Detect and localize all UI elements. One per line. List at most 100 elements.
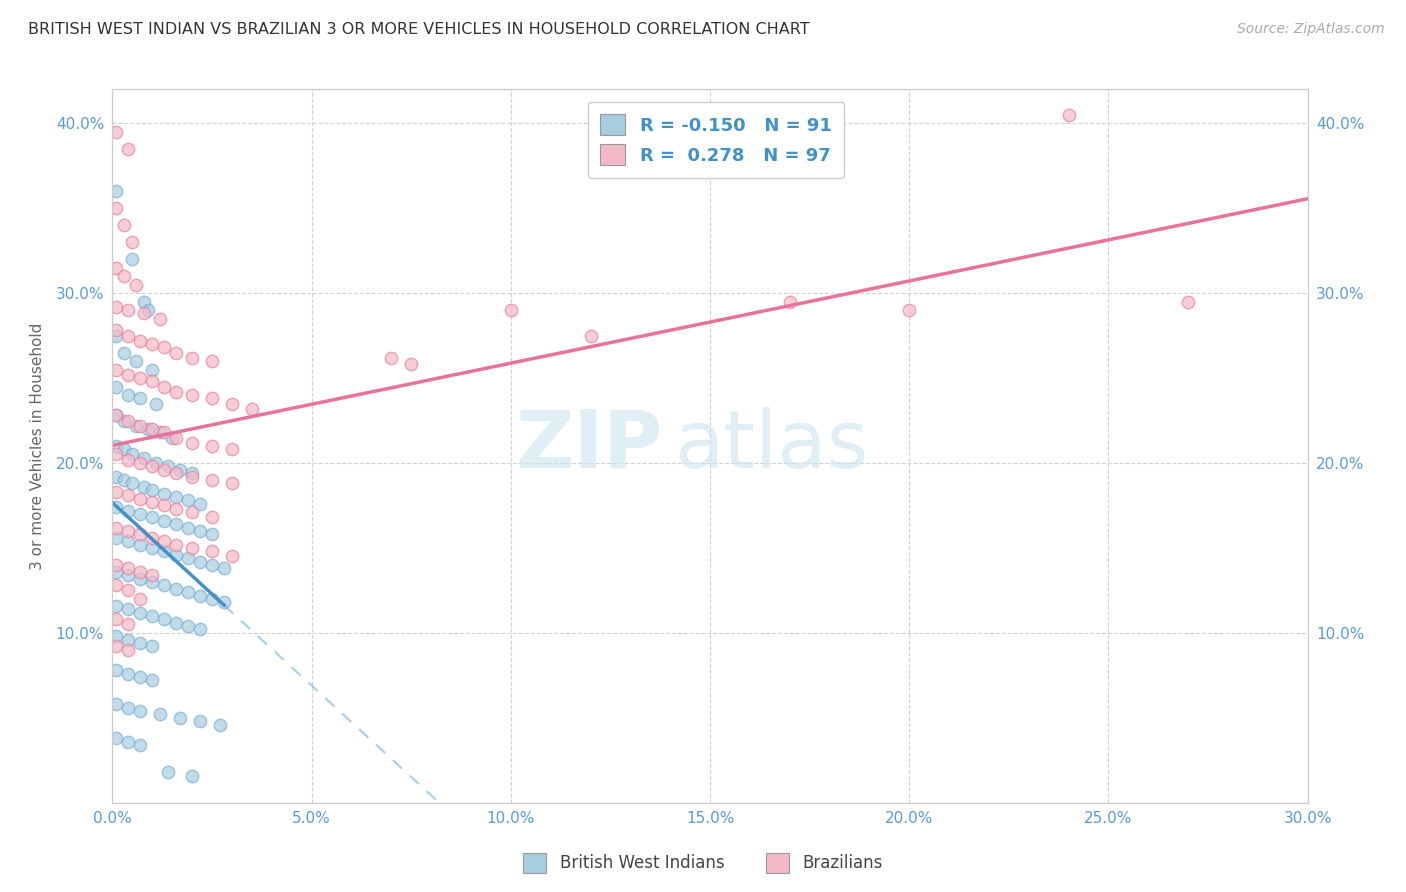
Point <box>105 439 128 453</box>
Point <box>153 534 176 549</box>
Point <box>181 541 204 555</box>
Point <box>201 392 224 406</box>
Point <box>105 448 128 462</box>
Point <box>153 341 176 355</box>
Point <box>579 328 602 343</box>
Point <box>188 623 211 637</box>
Point <box>105 484 128 499</box>
Point <box>117 303 139 318</box>
Legend: British West Indians, Brazilians: British West Indians, Brazilians <box>516 847 890 880</box>
Point <box>117 583 139 598</box>
Point <box>177 619 200 633</box>
Point <box>141 422 163 436</box>
Point <box>125 277 148 292</box>
Point <box>165 430 187 444</box>
Point <box>117 617 139 632</box>
Point <box>165 537 187 551</box>
Point <box>129 565 152 579</box>
Text: Source: ZipAtlas.com: Source: ZipAtlas.com <box>1237 22 1385 37</box>
Point <box>165 345 187 359</box>
Point <box>105 300 128 314</box>
Point <box>181 351 204 365</box>
Point <box>898 303 921 318</box>
Point <box>201 473 224 487</box>
Point <box>188 589 211 603</box>
Point <box>201 439 224 453</box>
Point <box>157 765 180 780</box>
Point <box>117 452 139 467</box>
Point <box>129 636 152 650</box>
Point <box>380 351 402 365</box>
Point <box>105 260 128 275</box>
Point <box>129 507 152 521</box>
Point <box>181 435 204 450</box>
Point <box>117 534 139 549</box>
Point <box>141 362 163 376</box>
Point <box>145 396 167 410</box>
Point <box>221 549 243 564</box>
Point <box>153 578 176 592</box>
Point <box>141 337 163 351</box>
Point <box>1057 108 1080 122</box>
Point <box>201 558 224 572</box>
Point <box>105 500 128 515</box>
Point <box>221 396 243 410</box>
Point <box>105 640 128 654</box>
Point <box>117 368 139 382</box>
Point <box>149 707 172 722</box>
Point <box>129 371 152 385</box>
Point <box>181 466 204 480</box>
Point <box>105 578 128 592</box>
Point <box>134 306 156 320</box>
Point <box>141 375 163 389</box>
Point <box>165 582 187 596</box>
Point <box>117 561 139 575</box>
Point <box>153 463 176 477</box>
Point <box>105 379 128 393</box>
Point <box>141 608 163 623</box>
Point <box>105 409 128 423</box>
Point <box>129 392 152 406</box>
Point <box>141 531 163 545</box>
Point <box>201 527 224 541</box>
Point <box>165 466 187 480</box>
Point <box>105 663 128 677</box>
Point <box>141 483 163 498</box>
Point <box>181 505 204 519</box>
Point <box>114 269 135 284</box>
Point <box>105 409 128 423</box>
Text: BRITISH WEST INDIAN VS BRAZILIAN 3 OR MORE VEHICLES IN HOUSEHOLD CORRELATION CHA: BRITISH WEST INDIAN VS BRAZILIAN 3 OR MO… <box>28 22 810 37</box>
Point <box>105 520 128 534</box>
Text: atlas: atlas <box>675 407 869 485</box>
Point <box>149 425 172 440</box>
Point <box>105 125 128 139</box>
Point <box>105 362 128 376</box>
Point <box>153 379 176 393</box>
Point <box>117 328 139 343</box>
Point <box>117 632 139 647</box>
Point <box>201 544 224 558</box>
Point <box>188 497 211 511</box>
Point <box>134 450 156 465</box>
Point <box>134 294 156 309</box>
Point <box>141 510 163 524</box>
Point <box>165 548 187 562</box>
Point <box>129 670 152 684</box>
Point <box>177 520 200 534</box>
Point <box>165 501 187 516</box>
Point <box>141 640 163 654</box>
Point <box>129 572 152 586</box>
Point <box>114 473 135 487</box>
Point <box>105 731 128 746</box>
Point <box>181 469 204 483</box>
Point <box>153 514 176 528</box>
Point <box>117 602 139 616</box>
Point <box>134 480 156 494</box>
Point <box>114 442 135 457</box>
Point <box>221 476 243 491</box>
Point <box>117 700 139 714</box>
Point <box>129 527 152 541</box>
Point <box>117 142 139 156</box>
Point <box>141 459 163 474</box>
Point <box>141 673 163 688</box>
